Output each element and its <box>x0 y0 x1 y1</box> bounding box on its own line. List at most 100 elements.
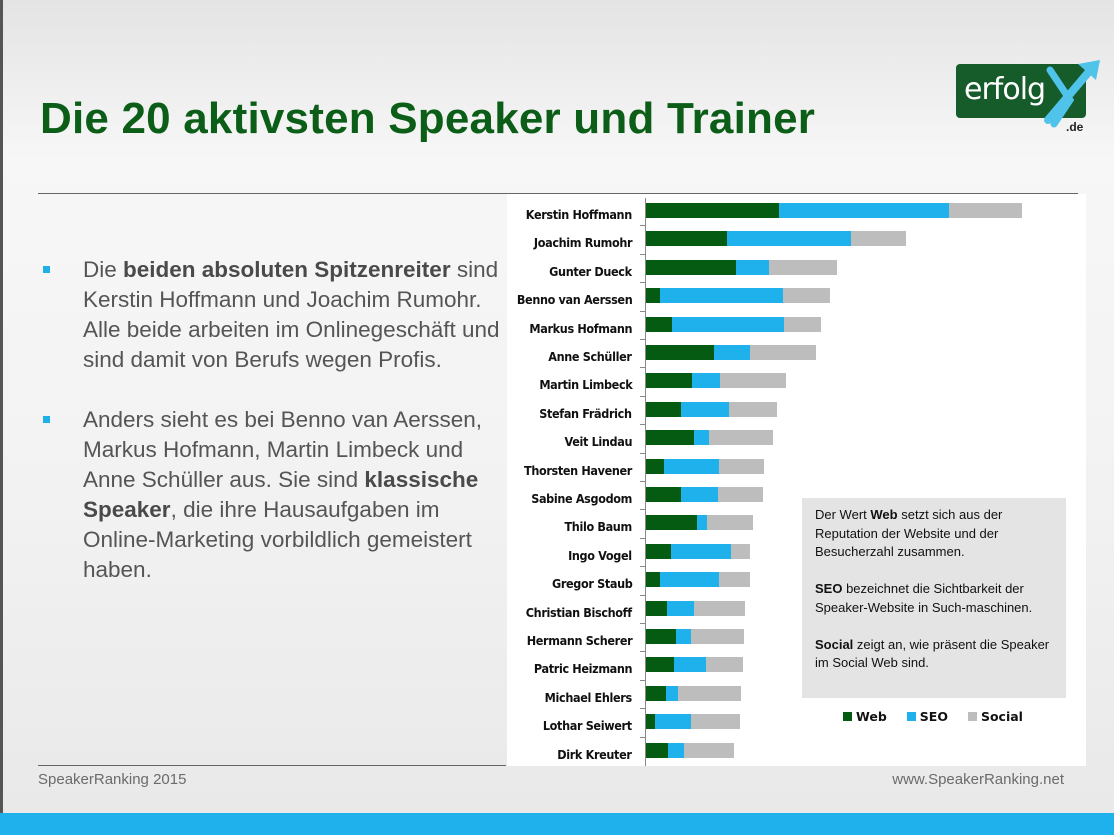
bottom-color-band <box>0 813 1114 835</box>
legend-swatch-icon <box>906 712 916 721</box>
bar-row: Hermann Scherer <box>507 629 1086 657</box>
bar-segment-seo <box>714 345 750 360</box>
bar-segment-web <box>646 629 676 644</box>
stacked-bar <box>646 657 743 673</box>
logo-tld: .de <box>1066 120 1084 134</box>
bar-segment-social <box>719 458 764 474</box>
note-paragraph: SEO bezeichnet die Sichtbarkeit der Spea… <box>815 580 1053 617</box>
bar-segment-social <box>729 401 777 417</box>
bar-segment-seo <box>674 657 706 673</box>
bar-segment-social <box>949 203 1022 218</box>
bar-segment-seo <box>736 259 769 275</box>
bar-segment-web <box>646 572 660 588</box>
stacked-bar <box>646 685 741 701</box>
axis-tick <box>640 452 645 454</box>
axis-tick <box>640 651 645 653</box>
bullet-item: Anders sieht es bei Benno van Aerssen, M… <box>40 405 500 585</box>
bar-segment-seo <box>671 543 731 559</box>
bar-segment-social <box>851 231 906 247</box>
axis-tick <box>640 310 645 312</box>
bar-segment-seo <box>672 316 784 332</box>
axis-tick <box>640 481 645 482</box>
note-paragraph: Der Wert Web setzt sich aus der Reputati… <box>815 506 1053 562</box>
bar-segment-social <box>678 685 741 701</box>
bar-row: Thorsten Havener <box>507 458 1086 487</box>
stacked-bar <box>646 714 740 730</box>
bar-row: Markus Hofmann <box>507 316 1086 345</box>
category-label: Veit Lindau <box>564 434 632 450</box>
stacked-bar <box>646 515 753 531</box>
bar-segment-seo <box>692 373 720 389</box>
bar-segment-social <box>720 373 786 389</box>
bar-segment-web <box>646 714 655 730</box>
slide-left-border <box>0 0 3 835</box>
category-label: Benno van Aerssen <box>516 292 632 308</box>
bar-segment-seo <box>664 458 719 474</box>
bar-row: Ingo Vogel <box>507 543 1086 572</box>
note-term: SEO <box>815 581 843 596</box>
bar-segment-seo <box>697 515 707 531</box>
bar-segment-seo <box>655 714 691 730</box>
stacked-bar <box>646 487 763 502</box>
category-label: Christian Bischoff <box>526 604 632 620</box>
bar-row: Patric Heizmann <box>507 657 1086 685</box>
bar-segment-web <box>646 657 674 673</box>
axis-tick <box>640 395 645 397</box>
bar-segment-social <box>694 600 745 616</box>
axis-tick <box>640 708 645 710</box>
legend-label: Web <box>856 709 887 724</box>
bar-segment-web <box>646 345 714 360</box>
stacked-bar <box>646 458 764 474</box>
bar-segment-web <box>646 600 667 616</box>
legend-label: SEO <box>919 709 948 724</box>
bar-row: Stefan Frädrich <box>507 401 1086 430</box>
axis-tick <box>640 339 645 340</box>
bar-segment-social <box>718 487 763 502</box>
note-term: Social <box>815 636 854 652</box>
stacked-bar <box>646 742 734 758</box>
bar-segment-seo <box>676 629 691 644</box>
bar-segment-social <box>750 345 816 360</box>
stacked-bar <box>646 572 750 588</box>
bar-segment-web <box>646 515 697 531</box>
axis-tick <box>640 679 645 681</box>
bar-segment-seo <box>666 685 678 701</box>
stacked-bar <box>646 203 1022 218</box>
stacked-bar <box>646 600 745 616</box>
category-label: Markus Hofmann <box>529 320 632 336</box>
bullet-emphasis: klassische Speaker <box>83 467 479 522</box>
legend-item-web: Web <box>843 709 887 724</box>
axis-tick <box>640 566 645 568</box>
bar-segment-web <box>646 685 666 701</box>
legend-item-seo: SEO <box>906 709 948 724</box>
bar-segment-seo <box>681 401 729 417</box>
legend-swatch-icon <box>967 712 977 721</box>
bullet-text: Die <box>83 257 124 282</box>
stacked-bar <box>646 259 837 275</box>
bar-segment-social <box>691 714 740 730</box>
bar-row: Gunter Dueck <box>507 259 1086 288</box>
bar-row: Gregor Staub <box>507 572 1086 600</box>
bar-row: Michael Ehlers <box>507 685 1086 714</box>
bar-segment-web <box>646 430 694 446</box>
logo-x-arrow-icon <box>1044 60 1100 128</box>
axis-tick <box>640 225 645 227</box>
category-label: Kerstin Hoffmann <box>525 207 632 222</box>
bar-row: Thilo Baum <box>507 515 1086 543</box>
axis-tick <box>640 282 645 284</box>
note-term: Web <box>870 507 898 522</box>
bar-segment-web <box>646 742 668 758</box>
bar-segment-seo <box>681 487 718 502</box>
bar-segment-web <box>646 373 692 389</box>
bar-row: Sabine Asgodom <box>507 487 1086 515</box>
category-label: Gunter Dueck <box>549 263 632 279</box>
category-label: Martin Limbeck <box>538 377 632 393</box>
bullet-square-icon <box>43 416 50 423</box>
stacked-bar <box>646 316 821 332</box>
legend-swatch-icon <box>843 712 852 721</box>
category-label: Ingo Vogel <box>568 547 632 563</box>
bar-segment-seo <box>779 203 949 218</box>
legend-label: Social <box>980 709 1023 724</box>
bar-segment-web <box>646 487 681 502</box>
category-label: Hermann Scherer <box>526 633 632 648</box>
